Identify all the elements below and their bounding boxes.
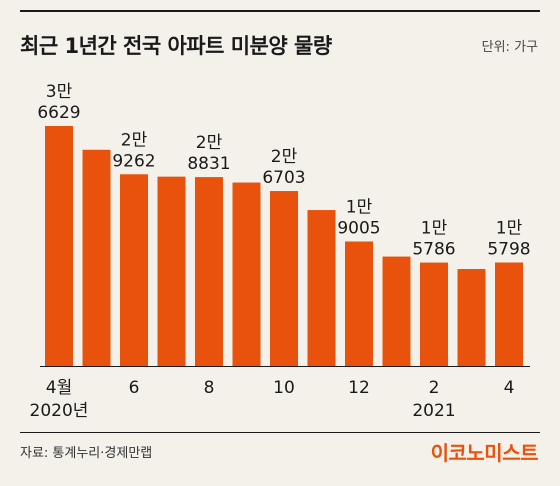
data-label-2-1: 9262 [112,151,155,171]
bar-7 [307,210,336,366]
x-tick-label-2-0: 6 [129,378,140,398]
bar-6 [270,191,298,366]
x-tick-label-0-0: 4월 [46,378,72,398]
data-label-4-0: 2만 [196,133,223,153]
source-note: 자료: 통계누리·경제만랩 [20,446,153,461]
data-label-6-1: 6703 [262,168,305,188]
bar-10 [420,262,448,366]
bar-5 [232,182,261,366]
bar-0 [45,126,73,366]
bar-2 [120,174,148,366]
bar-11 [457,269,486,366]
data-label-12-0: 1만 [496,218,523,238]
bar-1 [82,149,111,366]
x-tick-label-0-1: 2020년 [30,401,89,421]
data-label-4-1: 8831 [187,154,230,174]
bar-9 [382,256,411,366]
data-label-8-0: 1만 [346,197,373,217]
x-tick-label-12-0: 4 [504,378,515,398]
data-label-12-1: 5798 [487,239,530,259]
data-label-8-1: 9005 [337,218,380,238]
bottom-rule [20,432,540,433]
x-tick-label-4-0: 8 [204,378,215,398]
data-label-10-0: 1만 [421,219,448,239]
data-label-2-0: 2만 [121,130,148,150]
bar-3 [157,176,186,366]
x-tick-label-8-0: 12 [348,378,370,398]
data-label-10-1: 5786 [412,240,455,260]
x-tick-label-10-1: 2021 [412,401,455,421]
bar-12 [495,262,523,366]
publisher-logo: 이코노미스트 [430,441,539,465]
data-label-6-0: 2만 [271,147,298,167]
data-label-0-1: 6629 [37,103,80,123]
x-tick-label-10-0: 2 [429,378,440,398]
unit-label: 단위: 가구 [481,40,538,55]
chart-title: 최근 1년간 전국 아파트 미분양 물량 [20,34,332,58]
x-tick-label-6-0: 10 [273,378,295,398]
bar-8 [345,241,373,366]
data-label-0-0: 3만 [46,82,73,102]
top-rule [20,10,540,12]
bar-4 [195,177,223,366]
